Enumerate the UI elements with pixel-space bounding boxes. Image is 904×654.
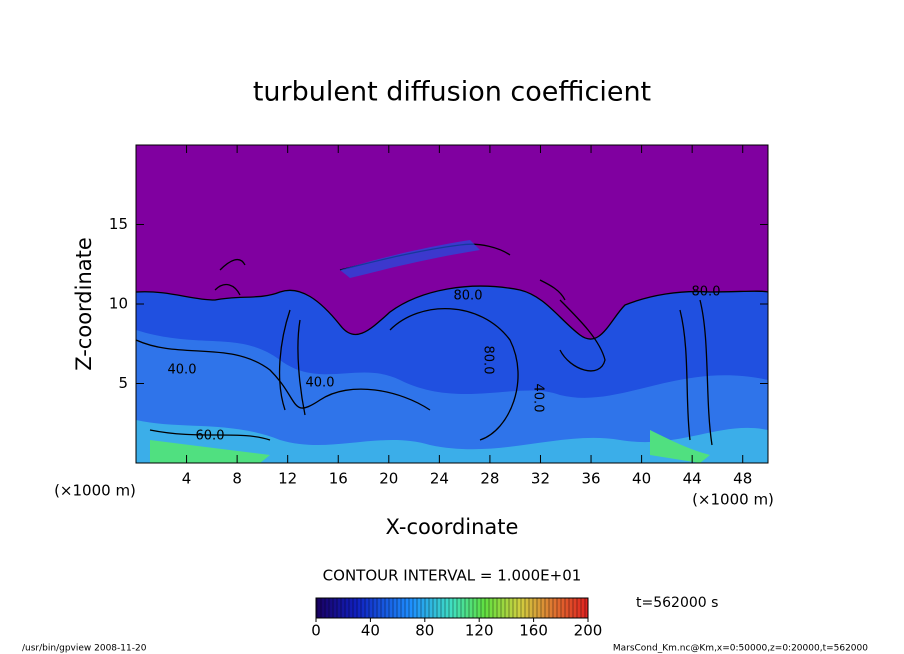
colorbar-tick-label: 120 (465, 622, 494, 640)
x-tick-label: 24 (430, 470, 449, 488)
x-tick-label: 32 (531, 470, 550, 488)
contour-label: 80.0 (692, 285, 721, 300)
x-tick-label: 8 (232, 470, 242, 488)
y-tick-label: 5 (118, 374, 128, 392)
field-region (136, 330, 768, 463)
colorbar-tick-label: 200 (574, 622, 603, 640)
field (136, 145, 768, 463)
colorbar-frame (315, 597, 589, 619)
y-tick-label: 15 (109, 215, 128, 233)
footer-right: MarsCond_Km.nc@Km,x=0:50000,z=0:20000,t=… (613, 644, 868, 654)
footer-left: /usr/bin/gpview 2008-11-20 (22, 644, 147, 654)
field-region (150, 440, 270, 463)
colorbar-stripes (316, 598, 588, 618)
time-label: t=562000 s (636, 595, 718, 611)
x-tick-label: 16 (329, 470, 348, 488)
colorbar-tick-label: 0 (311, 622, 321, 640)
x-tick-label: 48 (733, 470, 752, 488)
y-tick-label: 10 (109, 295, 128, 313)
contour-label: 60.0 (196, 429, 225, 444)
contour-label: 80.0 (454, 289, 483, 304)
colorbar-tick-label: 160 (519, 622, 548, 640)
contour-interval: CONTOUR INTERVAL = 1.000E+01 (323, 567, 582, 585)
x-tick-label: 40 (632, 470, 651, 488)
colorbar-tick-label: 80 (415, 622, 434, 640)
x-tick-label: 4 (182, 470, 192, 488)
contour-label: 40.0 (168, 363, 197, 378)
chart-title: turbulent diffusion coefficient (253, 77, 651, 108)
field-region (136, 420, 768, 463)
y-axis-unit: (×1000 m) (54, 482, 136, 500)
colorbar-axis: 0 40 80 120 160 200 (311, 618, 602, 640)
x-tick-label: 20 (379, 470, 398, 488)
contour-label: 40.0 (531, 384, 546, 413)
x-axis-unit: (×1000 m) (692, 491, 774, 509)
colorbar-tick-label: 40 (361, 622, 380, 640)
x-axis-label: X-coordinate (386, 515, 519, 539)
contour-labels: 40.0 60.0 40.0 80.0 80.0 40.0 80.0 (168, 285, 721, 444)
x-tick-label: 28 (480, 470, 499, 488)
x-tick-label: 36 (581, 470, 600, 488)
x-tick-label: 44 (683, 470, 702, 488)
contour-label: 80.0 (481, 346, 496, 375)
field-region (650, 430, 710, 463)
contour-label: 40.0 (306, 376, 335, 391)
x-tick-label: 12 (278, 470, 297, 488)
field-region (340, 240, 480, 278)
y-axis-label: Z-coordinate (72, 237, 96, 371)
